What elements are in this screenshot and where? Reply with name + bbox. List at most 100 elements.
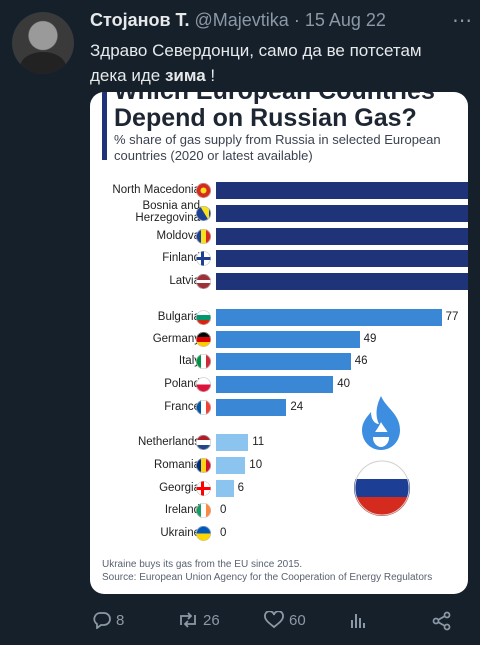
bar-row: Moldova100 — [90, 228, 468, 245]
category-label: Latvia — [169, 275, 200, 287]
country-flag-icon — [196, 229, 211, 244]
gas-flame-icon — [362, 396, 400, 450]
bar-value-label: 24 — [290, 401, 304, 413]
bar-row: France 24 — [90, 399, 468, 416]
category-label: Bosnia and Herzegovina — [135, 200, 200, 224]
chart-footnote: Ukraine buys its gas from the EU since 2… — [102, 559, 303, 570]
bar-value-label: 10 — [249, 459, 263, 471]
like-button[interactable]: 60 — [263, 611, 306, 629]
country-flag-icon — [196, 274, 211, 289]
reply-icon — [93, 612, 111, 629]
bar — [216, 182, 468, 199]
category-label: North Macedonia — [112, 184, 200, 196]
category-label: Moldova — [156, 230, 200, 242]
bar-row: Ireland 0 — [90, 502, 468, 519]
country-flag-icon — [196, 251, 211, 266]
tweet-image[interactable]: Which European Countries Depend on Russi… — [90, 92, 468, 594]
country-flag-icon — [196, 400, 211, 415]
tweet-date[interactable]: 15 Aug 22 — [304, 10, 386, 30]
like-count: 60 — [289, 611, 306, 629]
bar-row: Netherlands 11 — [90, 434, 468, 451]
heart-icon — [264, 611, 284, 629]
bar — [216, 353, 351, 370]
category-label: Ireland — [164, 504, 200, 516]
retweet-button[interactable]: 26 — [177, 611, 220, 629]
tweet-text-prefix: дека иде — [90, 66, 165, 85]
retweet-icon — [180, 612, 196, 628]
country-flag-icon — [196, 526, 211, 541]
bar-row: Bosnia andHerzegovina100 — [90, 200, 468, 224]
more-options-icon[interactable]: ⋯ — [452, 10, 472, 32]
bar-value-label: 46 — [354, 355, 368, 367]
tweet-actions: 8 26 60 — [0, 611, 480, 633]
bar — [216, 480, 234, 497]
bar — [216, 273, 468, 290]
bar — [216, 250, 468, 267]
country-flag-icon — [196, 354, 211, 369]
country-flag-icon — [196, 458, 211, 473]
bar-row: Finland94 — [90, 250, 468, 267]
bar-value-label: 40 — [337, 378, 350, 390]
bar-value-label: 0 — [220, 504, 227, 516]
category-label: Netherlands — [137, 436, 200, 448]
bar-row: Germany 49 — [90, 331, 468, 348]
title-accent-bar — [102, 92, 107, 160]
bar-row: Romania 10 — [90, 457, 468, 474]
analytics-icon — [351, 614, 365, 628]
country-flag-icon — [196, 503, 211, 518]
chart-source: Source: European Union Agency for the Co… — [102, 572, 433, 583]
category-label: Germany — [152, 333, 200, 345]
bar-value-label: 6 — [237, 482, 244, 494]
reply-button[interactable]: 8 — [92, 611, 124, 629]
bar-row: Bulgaria 77 — [90, 309, 468, 326]
category-label: Romania — [153, 459, 200, 471]
tweet-header: Стојанов Т. @Majevtika · 15 Aug 22 — [90, 10, 386, 31]
bar — [216, 376, 334, 393]
bar-row: North Macedonia100 — [90, 182, 468, 199]
category-label: Ukraine — [160, 527, 200, 539]
bar — [216, 205, 468, 222]
bar-value-label: 0 — [220, 527, 227, 539]
chart-title-line2: Depend on Russian Gas? — [114, 104, 417, 132]
analytics-button[interactable] — [348, 611, 368, 629]
chart-footer: Ukraine buys its gas from the EU since 2… — [102, 558, 432, 584]
bar-value-label: 49 — [363, 333, 377, 345]
tweet-text: Здраво Севердонци, само да ве потсетам д… — [90, 38, 470, 88]
country-flag-icon — [196, 310, 211, 325]
chart-title: Which European Countries Depend on Russi… — [114, 92, 454, 132]
share-button[interactable] — [432, 611, 452, 631]
bar-row: Poland 40 — [90, 376, 468, 393]
tweet-text-line1: Здраво Севердонци, само да ве потсетам — [90, 41, 422, 60]
bar — [216, 457, 246, 474]
country-flag-icon — [196, 183, 211, 198]
tweet-text-line2: дека иде зима ! — [90, 63, 470, 88]
bar — [216, 228, 468, 245]
chart-title-line1: Which European Countries — [114, 92, 454, 105]
country-flag-icon — [196, 435, 211, 450]
chart-subtitle: % share of gas supply from Russia in sel… — [114, 132, 441, 163]
tweet-text-suffix: ! — [205, 66, 216, 85]
category-label: Bulgaria — [157, 311, 200, 323]
bar-row: Italy 46 — [90, 353, 468, 370]
country-flag-icon — [196, 377, 211, 392]
category-label: Georgia — [159, 482, 200, 494]
bar-row: Latvia93 — [90, 273, 468, 290]
country-flag-icon — [196, 332, 211, 347]
reply-count: 8 — [116, 611, 125, 629]
tweet-text-bold: зима — [164, 66, 206, 85]
bar-row: Ukraine 0 — [90, 525, 468, 542]
author-avatar[interactable] — [12, 12, 74, 74]
bar-value-label: 11 — [252, 436, 265, 448]
bar — [216, 331, 360, 348]
category-label: Italy — [178, 355, 200, 367]
bar-row: Georgia 6 — [90, 480, 468, 497]
category-label: Finland — [162, 252, 200, 264]
country-flag-icon — [196, 206, 211, 221]
author-handle[interactable]: @Majevtika — [194, 10, 289, 30]
header-separator: · — [293, 10, 300, 30]
bar — [216, 434, 249, 451]
bar-value-label: 77 — [445, 311, 459, 323]
country-flag-icon — [196, 481, 211, 496]
author-name[interactable]: Стојанов Т. — [90, 10, 190, 30]
category-label: Poland — [164, 378, 200, 390]
